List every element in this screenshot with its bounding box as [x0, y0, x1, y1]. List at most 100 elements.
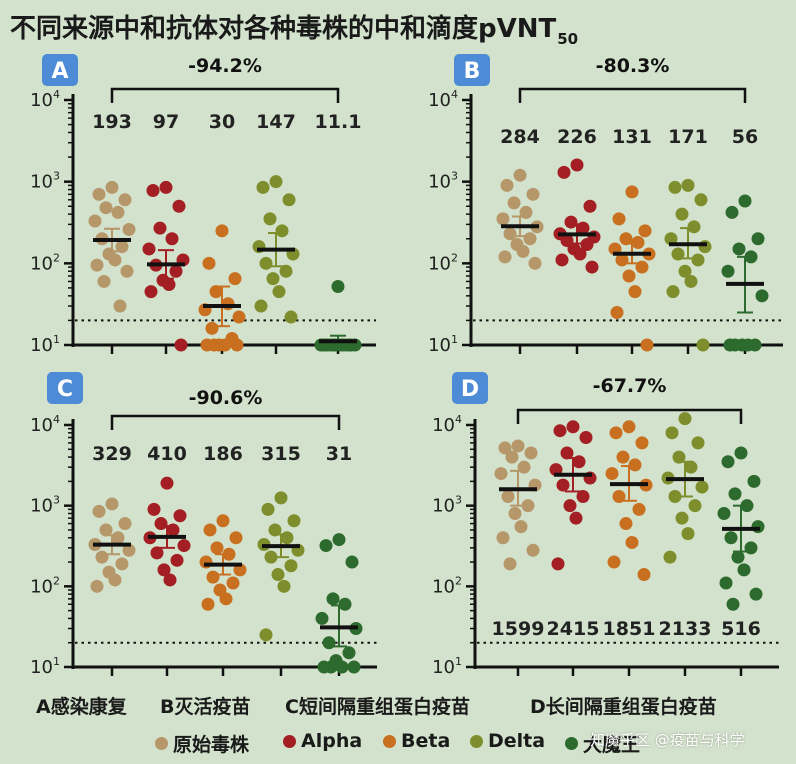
panel-a-data-point: [99, 201, 113, 215]
panel-b-data-point: [516, 244, 530, 258]
panel-c-badge: [47, 372, 83, 404]
panel-d-data-point: [526, 543, 540, 557]
panel-c-data-point: [210, 541, 224, 555]
panel-c-gmt-label: 410: [147, 443, 187, 465]
panel-b-gmt-label: 56: [732, 126, 758, 148]
legend-item-alpha: Alpha: [283, 730, 362, 752]
panel-c-bracket: [110, 414, 341, 430]
panel-a-data-point: [215, 224, 229, 238]
panel-a-data-point: [174, 338, 188, 352]
panel-c-data-point: [173, 509, 187, 523]
panel-b-y-tick-label: 103: [428, 170, 458, 193]
panel-c-data-point: [315, 611, 329, 625]
panel-a-data-point: [207, 338, 221, 352]
group-labels: A感染康复 B灭活疫苗 C短间隔重组蛋白疫苗 D长间隔重组蛋白疫苗: [0, 688, 796, 722]
panel-c-data-point: [99, 523, 113, 537]
panel-c-data-point: [206, 570, 220, 584]
panel-d-data-point: [505, 450, 519, 464]
panel-a-data-point: [108, 253, 122, 267]
panel-c-data-point: [342, 646, 356, 660]
legend-swatch-alpha: [283, 734, 296, 748]
panel-d-data-point: [635, 436, 649, 450]
panel-c-data-point: [177, 539, 191, 553]
panel-b-data-point: [612, 212, 626, 226]
panel-d-reduction-label: -67.7%: [593, 375, 667, 397]
panel-a-data-point: [279, 264, 293, 278]
panel-a-data-point: [115, 240, 129, 254]
panel-c-badge-letter: C: [57, 377, 73, 402]
panel-c-data-point: [319, 539, 333, 553]
panel-c-data-point: [264, 550, 278, 564]
legend-item-delta: Delta: [470, 730, 545, 752]
panel-b-data-point: [664, 232, 678, 246]
panel-a-data-point: [153, 221, 167, 235]
panel-b-data-point: [625, 185, 639, 199]
panel-d-bracket: [516, 408, 743, 424]
panel-c-data-point: [229, 531, 243, 545]
panel-a-gmt-label: 193: [92, 111, 132, 133]
panel-d-data-point: [551, 557, 565, 571]
panel-d-data-point: [672, 450, 686, 464]
panel-b-badge-letter: B: [464, 59, 481, 84]
panel-b-data-point: [721, 264, 735, 278]
panel-c-data-point: [150, 546, 164, 560]
panel-d-data-point: [737, 563, 751, 577]
panel-c-gmt-label: 329: [92, 443, 132, 465]
panel-c-data-point: [261, 502, 275, 516]
panel-b-data-point: [698, 240, 712, 254]
panel-a-data-point: [331, 280, 345, 294]
panel-c-data-point: [287, 514, 301, 528]
panel-a-data-point: [221, 297, 235, 311]
panel-a-data-point: [165, 232, 179, 246]
panel-a-data-point: [263, 212, 277, 226]
panel-d-y-tick-label: 102: [432, 574, 462, 597]
panel-a-gmt-label: 147: [256, 111, 296, 133]
panel-b-y-tick-label: 102: [428, 251, 458, 274]
panel-c-data-point: [216, 514, 230, 528]
group-label-c: C短间隔重组蛋白疫苗: [285, 696, 470, 718]
panel-d-data-point: [607, 555, 621, 569]
panel-c-data-point: [90, 579, 104, 593]
panel-d-data-point: [576, 489, 590, 503]
panel-b-data-point: [580, 238, 594, 252]
panel-d-gmt-label: 516: [721, 618, 761, 640]
panel-b-data-point: [675, 207, 689, 221]
panel-a-data-point: [105, 180, 119, 194]
panel-b-data-point: [723, 338, 737, 352]
group-label-b: B灭活疫苗: [160, 696, 251, 718]
panel-c-data-point: [163, 573, 177, 587]
panel-d-data-point: [688, 499, 702, 513]
panel-a-data-point: [90, 258, 104, 272]
panel-d-gmt-label: 2133: [659, 618, 712, 640]
panel-a-data-point: [282, 193, 296, 207]
panel-c-data-point: [111, 531, 125, 545]
panel-a-badge-letter: A: [51, 59, 68, 84]
panel-b-data-point: [555, 253, 569, 267]
panel-c-data-point: [326, 592, 340, 606]
legend: 原始毒株 Alpha Beta Delta 大魔王: [0, 724, 796, 760]
panel-a-data-point: [142, 242, 156, 256]
panel-b-bracket: [518, 87, 747, 103]
panel-d-gmt-label: 1851: [603, 618, 656, 640]
panel-d-data-point: [503, 557, 517, 571]
legend-label-beta: Beta: [401, 730, 451, 752]
panel-a-data-point: [202, 256, 216, 270]
panel-d-data-point: [734, 446, 748, 460]
panel-c-data-point: [345, 555, 359, 569]
panel-d-badge: [452, 372, 488, 404]
panel-d-data-point: [731, 550, 745, 564]
panel-a-data-point: [266, 272, 280, 286]
panel-d-data-point: [726, 597, 740, 611]
panel-a-data-point: [230, 338, 244, 352]
panel-c-data-point: [115, 557, 129, 571]
panel-c-data-point: [160, 476, 174, 490]
panel-b-data-point: [498, 250, 512, 264]
panel-d-data-point: [749, 587, 763, 601]
panel-c-y-tick-label: 102: [30, 574, 60, 597]
panel-d-data-point: [663, 550, 677, 564]
group-label-a: A感染康复: [36, 696, 127, 718]
panel-d-data-point: [665, 426, 679, 440]
panel-a-data-point: [232, 310, 246, 324]
panel-b-data-point: [751, 232, 765, 246]
panel-b-data-point: [725, 205, 739, 219]
